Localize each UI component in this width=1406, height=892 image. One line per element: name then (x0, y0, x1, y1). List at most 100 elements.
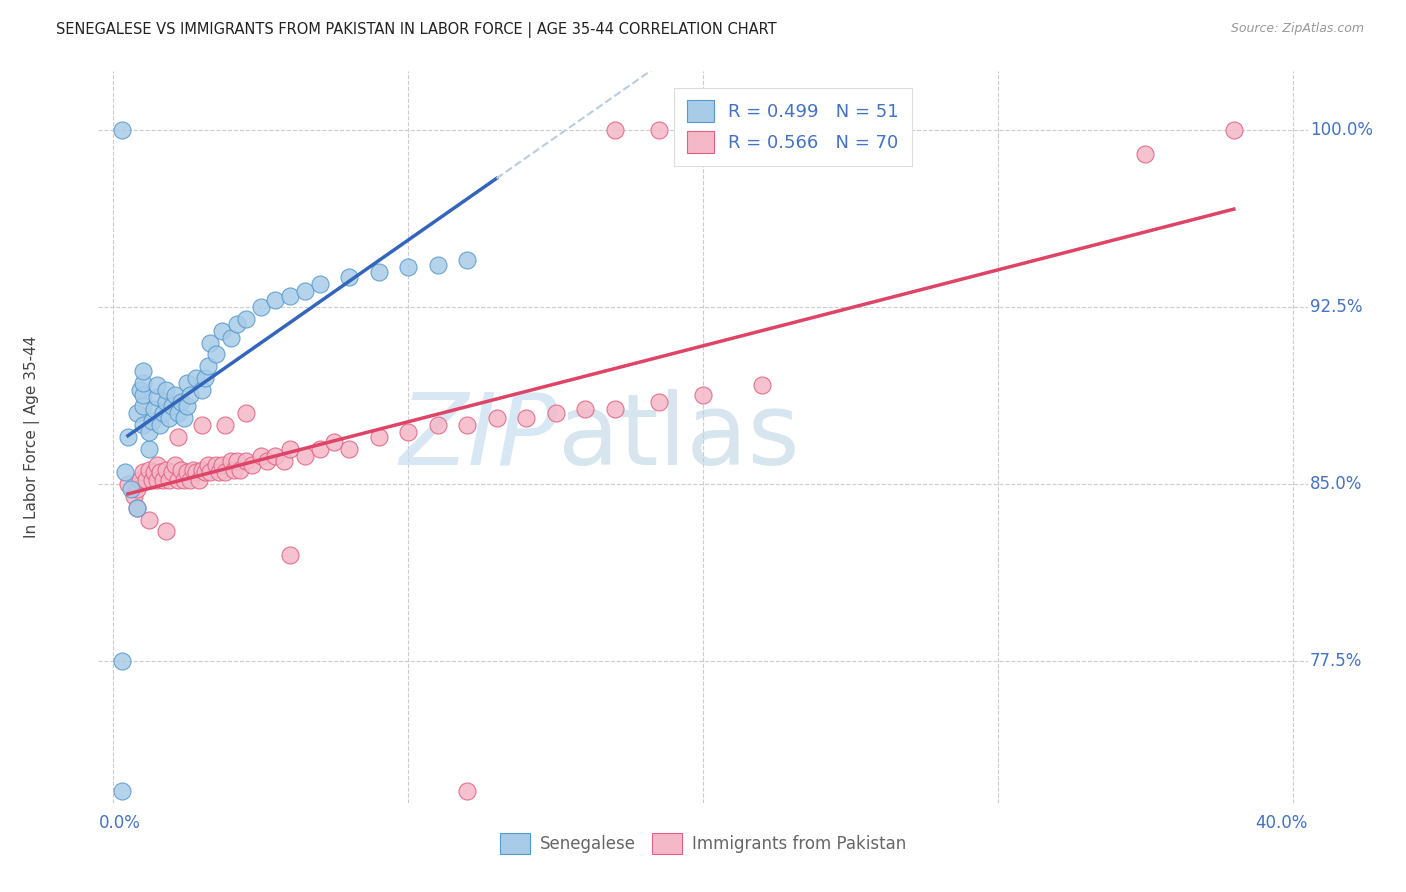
Point (149, 418, 172, 433)
Point (173, 411, 195, 425)
Point (194, 466, 217, 480)
Point (138, 442, 160, 456)
Point (222, 463, 245, 477)
Text: 100.0%: 100.0% (1310, 121, 1374, 139)
Point (117, 477, 139, 491)
Point (235, 312, 257, 326)
Point (200, 466, 222, 480)
Point (337, 269, 360, 284)
Point (170, 463, 193, 477)
Text: 77.5%: 77.5% (1310, 652, 1362, 670)
Point (167, 430, 190, 444)
Point (235, 453, 257, 467)
Point (122, 489, 145, 503)
Point (165, 387, 187, 401)
Point (190, 383, 212, 397)
Text: 40.0%: 40.0% (1256, 814, 1308, 831)
Point (141, 473, 163, 487)
Text: Source: ZipAtlas.com: Source: ZipAtlas.com (1230, 22, 1364, 36)
Point (456, 784, 478, 798)
Point (751, 378, 773, 392)
Point (176, 400, 198, 414)
Point (152, 473, 174, 487)
Point (219, 453, 242, 467)
Point (184, 371, 207, 385)
Point (157, 411, 180, 425)
Point (214, 418, 236, 433)
Point (426, 258, 449, 272)
Point (155, 394, 177, 409)
Point (323, 434, 346, 449)
Point (278, 442, 301, 456)
Point (165, 458, 187, 473)
Point (190, 418, 212, 433)
Point (155, 463, 177, 477)
Point (176, 466, 198, 480)
Point (264, 293, 287, 308)
Point (197, 359, 219, 374)
Point (128, 383, 150, 397)
Point (273, 453, 295, 467)
Point (515, 411, 537, 425)
Point (603, 123, 626, 137)
Point (160, 400, 183, 414)
Point (138, 425, 160, 440)
Point (214, 466, 236, 480)
Point (160, 466, 183, 480)
Point (138, 463, 160, 477)
Point (131, 466, 153, 480)
Text: In Labor Force | Age 35-44: In Labor Force | Age 35-44 (24, 336, 39, 538)
Point (235, 407, 257, 421)
Point (367, 430, 389, 444)
Point (125, 482, 148, 496)
Point (308, 277, 330, 291)
Point (200, 335, 222, 350)
Point (131, 387, 153, 401)
Point (146, 390, 169, 404)
Point (544, 407, 567, 421)
Point (396, 260, 419, 275)
Point (211, 458, 233, 473)
Point (205, 458, 228, 473)
Text: 92.5%: 92.5% (1310, 298, 1362, 317)
Point (226, 453, 249, 467)
Point (131, 400, 153, 414)
Point (146, 378, 169, 392)
Point (135, 473, 157, 487)
Point (179, 473, 201, 487)
Point (111, 123, 134, 137)
Point (226, 317, 249, 331)
Point (143, 401, 166, 416)
Point (125, 407, 148, 421)
Point (337, 442, 360, 456)
Legend: Senegalese, Immigrants from Pakistan: Senegalese, Immigrants from Pakistan (494, 827, 912, 860)
Point (197, 458, 219, 473)
Point (173, 473, 195, 487)
Point (456, 418, 478, 433)
Text: ZIP: ZIP (399, 389, 558, 485)
Point (229, 463, 252, 477)
Point (396, 425, 419, 440)
Point (131, 376, 153, 390)
Point (117, 430, 139, 444)
Point (692, 123, 714, 137)
Point (143, 466, 166, 480)
Point (426, 418, 449, 433)
Point (294, 449, 316, 463)
Point (194, 371, 217, 385)
Point (187, 473, 209, 487)
Point (692, 387, 714, 401)
Point (179, 387, 201, 401)
Point (190, 463, 212, 477)
Point (603, 401, 626, 416)
Text: SENEGALESE VS IMMIGRANTS FROM PAKISTAN IN LABOR FORCE | AGE 35-44 CORRELATION CH: SENEGALESE VS IMMIGRANTS FROM PAKISTAN I… (56, 22, 778, 38)
Point (111, 654, 134, 668)
Text: 0.0%: 0.0% (98, 814, 141, 831)
Point (131, 418, 153, 433)
Point (146, 473, 169, 487)
Point (278, 548, 301, 562)
Point (157, 473, 180, 487)
Point (294, 284, 316, 298)
Point (485, 411, 508, 425)
Point (128, 473, 150, 487)
